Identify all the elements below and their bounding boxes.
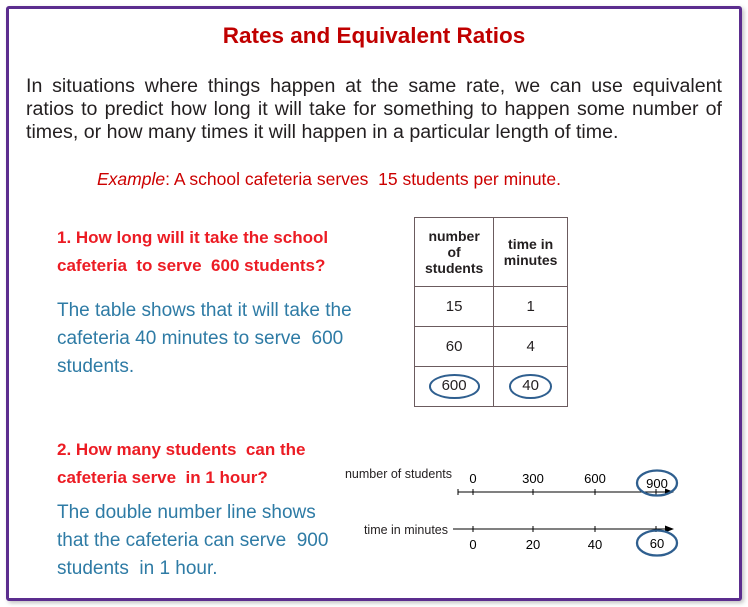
svg-text:40: 40 [588, 537, 602, 552]
svg-text:300: 300 [522, 471, 544, 486]
svg-text:20: 20 [526, 537, 540, 552]
svg-text:600: 600 [584, 471, 606, 486]
svg-text:0: 0 [469, 471, 476, 486]
svg-text:60: 60 [650, 536, 664, 551]
svg-text:number of students: number of students [345, 467, 452, 481]
svg-text:900: 900 [646, 476, 668, 491]
svg-text:time in minutes: time in minutes [364, 523, 448, 537]
svg-text:0: 0 [469, 537, 476, 552]
